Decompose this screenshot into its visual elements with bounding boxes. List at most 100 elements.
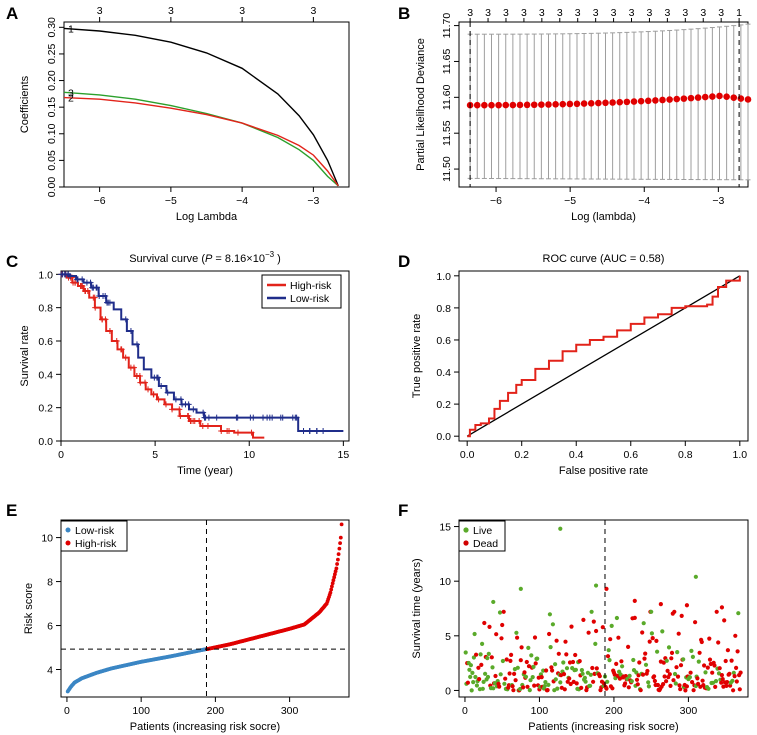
panel-f-dead-point [591,679,596,684]
panel-b-label: B [398,4,410,23]
panel-e-x-tick-label: 300 [281,705,299,717]
panel-f-live-point [485,656,490,661]
panel-e-plot-frame [60,519,350,698]
panel-a-y-tick-label: 0.00 [46,177,58,198]
panel-f-dead-point [515,635,520,640]
panel-c-censor-mark [127,328,134,334]
panel-c-censor-mark [172,396,179,403]
panel-f-dead-point [510,684,515,689]
panel-a-y-tick-label: 0.15 [46,97,58,118]
panel-f-dead-point [700,678,705,683]
panel-c-title-close: ) [274,253,281,265]
panel-b-top-tick-label: 3 [700,7,706,19]
panel-c-x-tick-label: 0 [58,449,64,461]
panel-e-high-risk-point [334,566,339,571]
panel-f-dead-point [643,651,648,656]
panel-b-deviance-point [652,97,659,104]
panel-c-censor-mark [100,293,107,299]
panel-f-dead-point [547,631,552,637]
panel-f-dead-point [597,674,602,679]
panel-b-deviance-point [559,100,567,108]
panel-e: E 0 100 200 300 4 6 8 10 Patients (increasing ris… [6,501,350,733]
panel-b-top-tick-label: 3 [718,7,724,19]
panel-f-dead-point [590,665,595,671]
panel-f-dead-point [707,636,712,641]
panel-f-live-point [583,679,588,684]
panel-f-live-point [486,651,491,657]
panel-e-legend-label: High-risk [75,538,117,550]
panel-f-dead-point [716,640,721,645]
panel-f-live-point [561,660,566,665]
panel-f-live-point [531,664,536,670]
panel-f-dead-point [664,679,669,684]
panel-f-dead-point [594,628,599,634]
panel-f-dead-point [489,655,494,660]
panel-f: F 0 100 200 300 0 5 10 15 Patients (increasing ri… [398,501,749,733]
panel-f-x-tick-label: 100 [531,705,549,717]
panel-f-dead-point [507,671,512,676]
panel-c-censor-mark [106,299,113,306]
panel-b-deviance-point [573,100,581,108]
panel-c-censor-mark [122,316,129,323]
panel-b-deviance-point [473,101,481,109]
panel-b-deviance-point [609,99,616,106]
panel-b-top-tick-label: 3 [485,7,491,19]
panel-f-dead-point [731,688,736,693]
panel-b-top-tick-label: 3 [682,7,688,19]
panel-b-top-tick-label: 3 [647,7,653,19]
panel-c-legend-label: High-risk [290,280,332,292]
panel-f-dead-point [661,682,666,687]
panel-e-high-risk-point [335,562,339,566]
panel-f-dead-point [567,676,572,681]
panel-f-dead-point [668,683,673,689]
panel-e-high-risk-point [338,535,343,540]
panel-c-censor-mark [190,406,197,413]
panel-b-deviance-point [723,93,730,101]
panel-c-censor-mark [234,429,241,436]
panel-f-live-point [471,680,476,685]
panel-c-censor-mark [306,428,313,434]
panel-f-dead-point [691,688,696,693]
panel-c-censor-mark [289,414,296,421]
panel-f-dead-point [723,658,728,664]
panel-b-deviance-point [709,93,716,100]
panel-f-live-point [553,677,558,682]
panel-c-censor-mark [122,354,129,361]
panel-f-dead-point [506,683,511,688]
panel-c-title-exponent: −3 [265,250,275,259]
panel-f-dead-point [574,681,579,686]
panel-a-label: A [6,4,18,23]
panel-f-legend-box [458,520,506,552]
panel-f-dead-point [577,659,582,664]
panel-e-high-risk-point [336,552,341,556]
panel-f-dead-point [626,644,631,650]
panel-b-deviance-point [530,101,538,109]
panel-f-dead-point [554,638,559,643]
panel-b-deviance-point [716,92,723,100]
panel-f-dead-point [525,684,530,689]
panel-b-top-tick-label: 3 [467,7,473,19]
panel-f-dead-point [642,656,647,661]
panel-f-dead-point [684,603,690,608]
panel-f-live-point [530,675,535,680]
panel-f-live-point [463,650,468,655]
panel-f-live-point [631,657,636,663]
panel-a-y-tick-label: 0.25 [46,44,58,65]
panel-f-live-point [643,662,649,667]
panel-f-dead-point [508,658,513,664]
panel-b-y-tick-label: 11.65 [441,49,453,75]
panel-f-live-point [675,650,680,655]
panel-f-live-point [689,648,694,654]
panel-c-title-value: = 8.16×10 [212,253,265,265]
panel-f-y-tick-label: 10 [439,576,451,588]
panel-f-dead-point [738,670,743,675]
panel-f-dead-point [619,659,624,664]
panel-c-km-curve-high-risk [61,273,265,439]
panel-f-dead-point [519,645,524,650]
panel-c-censor-mark [118,346,125,353]
panel-c-x-tick-label: 10 [243,449,255,461]
panel-f-dead-point [655,682,661,688]
panel-f-dead-point [640,672,646,677]
panel-f-dead-point [532,683,537,688]
panel-c-censor-mark [102,316,109,323]
